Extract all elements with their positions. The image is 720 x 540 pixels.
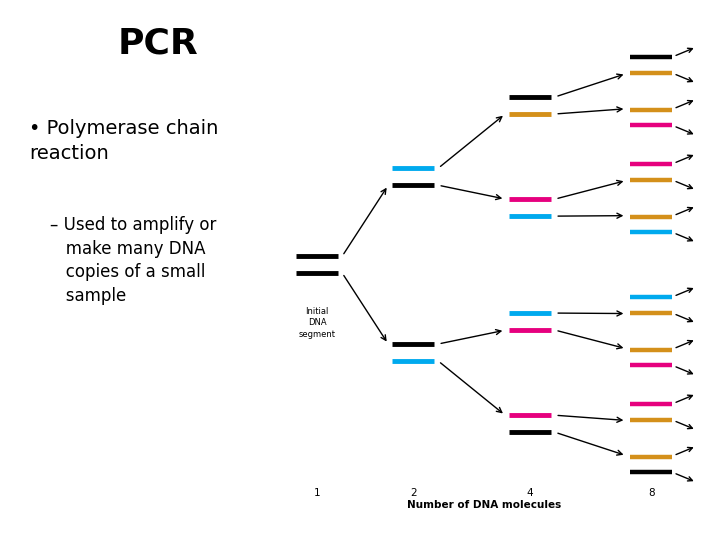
Text: – Used to amplify or
   make many DNA
   copies of a small
   sample: – Used to amplify or make many DNA copie…	[50, 216, 217, 305]
Text: Number of DNA molecules: Number of DNA molecules	[407, 500, 562, 510]
Text: 1: 1	[314, 488, 320, 498]
Text: PCR: PCR	[118, 27, 199, 61]
Text: • Polymerase chain
reaction: • Polymerase chain reaction	[29, 119, 218, 163]
Text: 2: 2	[410, 488, 417, 498]
Text: 4: 4	[527, 488, 534, 498]
Text: Initial
DNA
segment: Initial DNA segment	[299, 307, 336, 339]
Text: 8: 8	[648, 488, 654, 498]
